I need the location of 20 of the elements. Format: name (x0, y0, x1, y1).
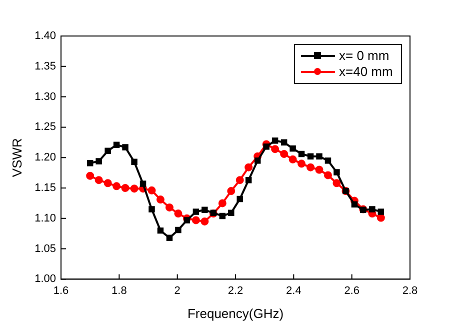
y-tick-label: 1.10 (34, 212, 56, 224)
x-tick-label: 1.8 (112, 284, 127, 297)
x-tick-label: 2.2 (228, 284, 244, 297)
x-tick-label: 2.6 (344, 284, 360, 297)
x-tick-label: 2.8 (402, 284, 418, 297)
legend-label: x=40 mm (339, 64, 393, 80)
y-tick-label: 1.40 (34, 30, 56, 42)
y-tick-label: 1.35 (34, 60, 56, 72)
x-tick-label: 2.4 (286, 284, 302, 297)
x-tick-label: 2 (174, 284, 180, 297)
y-tick-label: 1.20 (34, 152, 56, 164)
y-tick-label: 1.05 (34, 242, 56, 255)
y-axis-title: VSWR (9, 138, 24, 178)
x-tick-label: 1.6 (53, 284, 69, 297)
x-axis-title: Frequency(GHz) (187, 306, 284, 321)
y-tick-label: 1.25 (34, 121, 56, 134)
y-tick-label: 1.00 (34, 273, 56, 286)
legend-label: x= 0 mm (339, 48, 390, 64)
y-tick-label: 1.30 (34, 90, 56, 103)
y-tick-label: 1.15 (34, 182, 56, 194)
